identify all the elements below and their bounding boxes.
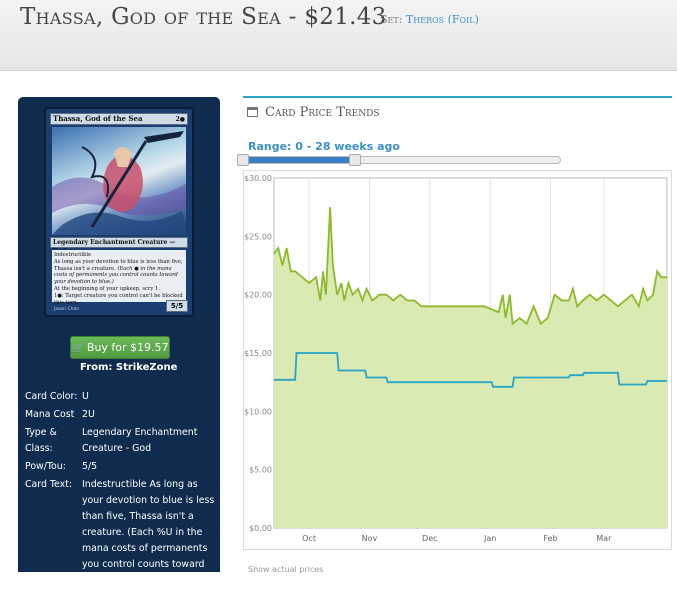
x-tick-label: Oct: [302, 534, 316, 543]
x-tick-label: Feb: [543, 534, 557, 543]
cart-icon: 🛒: [71, 343, 84, 354]
attribute-value: 2U: [82, 409, 95, 420]
y-tick-label: $0.00: [249, 524, 272, 533]
card-art: [52, 127, 186, 235]
card-attributes: Card Color: U Mana Cost 2U Type & Class:…: [25, 389, 217, 607]
card-rule-indestructible: Indestructible: [54, 252, 92, 258]
set-label: Set:: [380, 13, 403, 26]
y-tick-label: $25.00: [244, 232, 272, 241]
buy-vendor: From: StrikeZone: [80, 362, 178, 373]
mana-cost-icon: 2●: [175, 116, 185, 123]
y-tick-label: $20.00: [244, 291, 272, 300]
y-tick-label: $30.00: [244, 174, 272, 183]
card-details-panel: Thassa, God of the Sea 2● Legendary Ench…: [18, 97, 220, 602]
attribute-label: Pow/Tou:: [25, 461, 66, 472]
set-info: Set: Theros (Foil): [380, 13, 479, 26]
price-trend-chart: $0.00 $5.00 $10.00 $15.00 $20.00 $25.00 $30.00…: [243, 170, 672, 550]
card-rule-reminder: (Each ● in the mana costs of permanents …: [54, 265, 178, 285]
y-tick-label: $10.00: [244, 407, 272, 416]
attribute-value: Indestructible As long as your devotion …: [82, 479, 215, 602]
set-link[interactable]: Theros (Foil): [405, 13, 479, 26]
page-title: Thassa, God of the Sea - $21.43: [20, 4, 387, 30]
calendar-icon: [247, 107, 258, 117]
range-slider[interactable]: [237, 154, 561, 166]
price-trends-title-text: Card Price Trends: [265, 105, 380, 120]
retail-price-line: [273, 207, 667, 326]
range-label: Range: 0 - 28 weeks ago: [248, 140, 400, 153]
card-artist: Jason Chan: [54, 307, 80, 312]
price-trends-title: Card Price Trends: [247, 105, 380, 120]
buy-button-label: Buy for $19.57: [86, 341, 169, 354]
card-type-line: Legendary Enchantment Creature — God: [50, 237, 188, 255]
card-rule-unblockable: 1●: Target creature you control can't be…: [54, 293, 183, 306]
card-art-illustration: [52, 131, 186, 235]
range-slider-min-handle[interactable]: [237, 154, 249, 166]
buylist-price-line: [274, 352, 667, 388]
attribute-label: Type & Class:: [25, 427, 57, 454]
card-image: Thassa, God of the Sea 2● Legendary Ench…: [44, 107, 194, 317]
attribute-value: Legendary Enchantment Creature - God: [82, 427, 198, 454]
attribute-value: 5/5: [82, 461, 98, 472]
x-tick-label: Mar: [596, 534, 612, 543]
attribute-row: Type & Class: Legendary Enchantment Crea…: [25, 425, 217, 457]
page-header: Thassa, God of the Sea - $21.43 Set: The…: [0, 0, 677, 71]
attribute-row: Mana Cost 2U: [25, 407, 217, 423]
card-rule-scry: At the beginning of your upkeep, scry 1.: [54, 286, 160, 293]
attribute-value: U: [82, 391, 89, 402]
x-tick-label: Nov: [362, 534, 378, 543]
card-power-toughness: 5/5: [166, 300, 188, 312]
card-name-bar: Thassa, God of the Sea 2●: [50, 113, 188, 125]
buy-button[interactable]: 🛒 Buy for $19.57: [70, 336, 170, 359]
show-prices-toggle[interactable]: Show actual prices: [248, 565, 324, 574]
range-slider-fill: [241, 157, 357, 163]
card-rules-text: Indestructible As long as your devotion …: [52, 250, 186, 306]
attribute-label: Mana Cost: [25, 409, 75, 420]
attribute-label: Card Color:: [25, 391, 78, 402]
y-tick-label: $5.00: [249, 466, 272, 475]
attribute-row: Card Text: Indestructible As long as you…: [25, 477, 217, 605]
card-name: Thassa, God of the Sea: [53, 114, 143, 123]
range-slider-max-handle[interactable]: [348, 154, 361, 166]
x-tick-label: Jan: [483, 534, 496, 543]
attribute-row: Card Color: U: [25, 389, 217, 405]
y-tick-label: $15.00: [244, 349, 272, 358]
price-chart-svg: $0.00 $5.00 $10.00 $15.00 $20.00 $25.00 $30.00…: [244, 174, 668, 543]
section-divider: [243, 96, 672, 98]
retail-price-area: [274, 207, 667, 528]
card-rule-devotion: As long as your devotion to blue is less…: [54, 259, 183, 272]
x-tick-label: Dec: [422, 534, 437, 543]
attribute-label: Card Text:: [25, 479, 73, 490]
attribute-row: Pow/Tou: 5/5: [25, 459, 217, 475]
